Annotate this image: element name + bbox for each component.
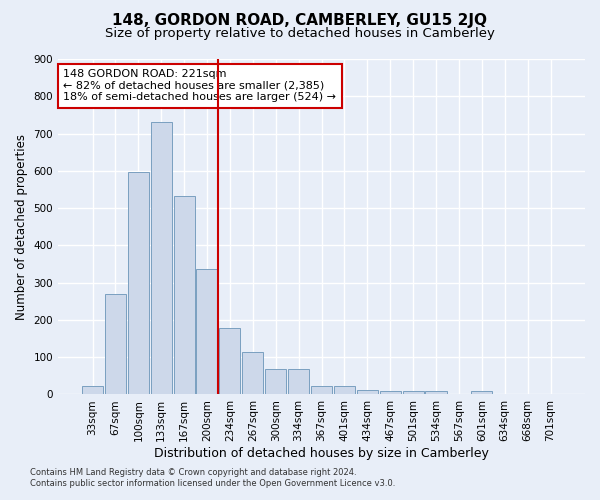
Bar — [334, 386, 355, 394]
X-axis label: Distribution of detached houses by size in Camberley: Distribution of detached houses by size … — [154, 447, 489, 460]
Text: 148, GORDON ROAD, CAMBERLEY, GU15 2JQ: 148, GORDON ROAD, CAMBERLEY, GU15 2JQ — [113, 12, 487, 28]
Bar — [311, 386, 332, 394]
Text: Size of property relative to detached houses in Camberley: Size of property relative to detached ho… — [105, 28, 495, 40]
Bar — [128, 172, 149, 394]
Bar — [105, 294, 126, 394]
Bar — [380, 392, 401, 394]
Bar — [265, 369, 286, 394]
Bar — [288, 369, 309, 394]
Bar — [425, 390, 446, 394]
Bar — [82, 386, 103, 394]
Bar — [151, 122, 172, 394]
Bar — [471, 392, 493, 394]
Bar — [242, 352, 263, 395]
Bar — [196, 269, 218, 394]
Bar — [173, 196, 194, 394]
Bar — [357, 390, 378, 394]
Y-axis label: Number of detached properties: Number of detached properties — [15, 134, 28, 320]
Bar — [220, 328, 241, 394]
Text: 148 GORDON ROAD: 221sqm
← 82% of detached houses are smaller (2,385)
18% of semi: 148 GORDON ROAD: 221sqm ← 82% of detache… — [64, 69, 337, 102]
Text: Contains HM Land Registry data © Crown copyright and database right 2024.
Contai: Contains HM Land Registry data © Crown c… — [30, 468, 395, 487]
Bar — [403, 392, 424, 394]
